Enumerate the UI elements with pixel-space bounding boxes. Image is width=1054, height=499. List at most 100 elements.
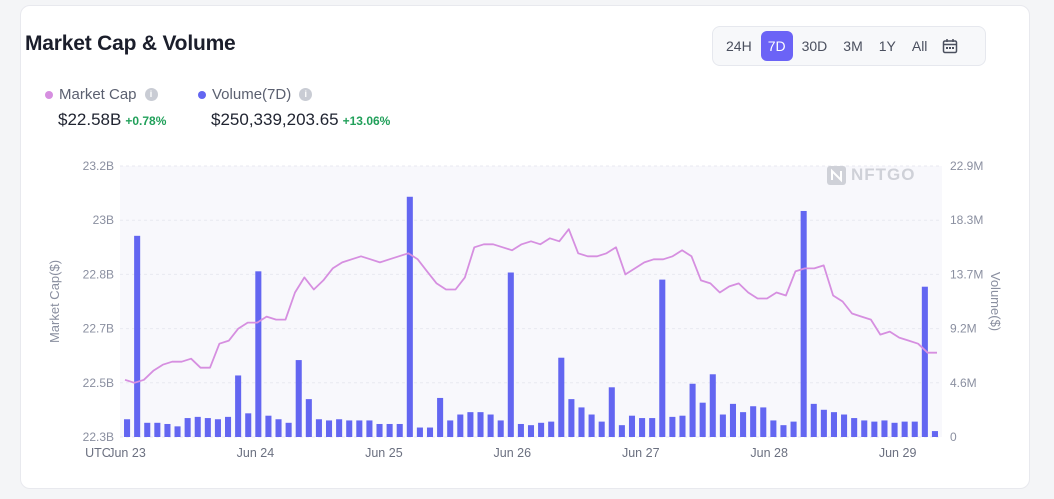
volume-bar[interactable]: [921, 286, 928, 437]
volume-bar[interactable]: [255, 271, 262, 437]
volume-bar[interactable]: [235, 375, 242, 437]
volume-bar[interactable]: [487, 414, 494, 437]
volume-bar[interactable]: [891, 422, 898, 437]
range-3m-button[interactable]: 3M: [843, 38, 863, 54]
volume-bar[interactable]: [204, 418, 211, 437]
volume-bar[interactable]: [346, 420, 353, 437]
volume-bar[interactable]: [285, 422, 292, 437]
volume-bar[interactable]: [164, 423, 171, 437]
volume-bar[interactable]: [578, 407, 585, 437]
volume-bar[interactable]: [406, 196, 413, 437]
volume-bar[interactable]: [265, 415, 272, 437]
volume-bar[interactable]: [548, 421, 555, 437]
legend-market-cap[interactable]: Market Cap i: [45, 86, 158, 103]
volume-bar[interactable]: [568, 399, 575, 437]
volume-bar[interactable]: [628, 415, 636, 437]
volume-bar[interactable]: [750, 406, 757, 437]
legend-volume-label: Volume(7D): [212, 86, 292, 103]
y-right-axis-label: Volume($): [988, 272, 1003, 331]
volume-bar[interactable]: [841, 414, 848, 437]
volume-bar[interactable]: [134, 235, 141, 437]
volume-bar[interactable]: [426, 427, 434, 437]
volume-bar[interactable]: [366, 420, 373, 437]
volume-bar[interactable]: [325, 420, 333, 437]
volume-bar[interactable]: [194, 416, 201, 437]
market-cap-dot-icon: [45, 90, 53, 99]
volume-bar[interactable]: [517, 423, 524, 437]
volume-bar[interactable]: [760, 407, 767, 437]
range-30d-button[interactable]: 30D: [801, 38, 828, 54]
volume-bar[interactable]: [275, 419, 282, 437]
volume-bar[interactable]: [780, 425, 787, 437]
volume-bar[interactable]: [416, 427, 423, 437]
volume-bar[interactable]: [649, 418, 656, 437]
volume-bar[interactable]: [447, 420, 454, 437]
volume-bar[interactable]: [709, 374, 716, 437]
volume-bar[interactable]: [437, 397, 444, 437]
volume-bar[interactable]: [507, 272, 514, 437]
volume-bar[interactable]: [901, 421, 908, 437]
volume-bar[interactable]: [376, 423, 383, 437]
volume-bar[interactable]: [457, 414, 464, 437]
calendar-icon[interactable]: [938, 31, 962, 61]
volume-bar[interactable]: [527, 425, 535, 437]
volume-bar[interactable]: [305, 399, 312, 437]
volume-bar[interactable]: [669, 416, 676, 437]
volume-bar[interactable]: [336, 419, 343, 437]
volume-bar[interactable]: [124, 419, 131, 437]
volume-bar[interactable]: [356, 420, 363, 437]
volume-bar[interactable]: [477, 412, 484, 437]
volume-bar[interactable]: [618, 425, 625, 437]
range-all-button[interactable]: All: [911, 38, 928, 54]
volume-bar[interactable]: [689, 383, 696, 437]
volume-bar[interactable]: [800, 210, 807, 437]
info-icon[interactable]: i: [299, 88, 313, 101]
legend-volume[interactable]: Volume(7D) i: [198, 86, 313, 103]
volume-bar[interactable]: [588, 414, 595, 437]
volume-bar[interactable]: [184, 418, 191, 437]
range-1y-button[interactable]: 1Y: [878, 38, 896, 54]
volume-bar[interactable]: [881, 420, 888, 437]
volume-bar[interactable]: [396, 423, 403, 437]
volume-bar[interactable]: [740, 412, 747, 437]
volume-bar[interactable]: [931, 431, 938, 437]
range-24h-button[interactable]: 24H: [726, 38, 752, 54]
volume-bar[interactable]: [598, 421, 605, 437]
volume-bar[interactable]: [911, 421, 918, 437]
volume-bar[interactable]: [699, 402, 706, 437]
volume-bar[interactable]: [467, 412, 474, 437]
x-tick-label: Jun 26: [494, 446, 532, 460]
volume-bar[interactable]: [174, 426, 181, 437]
volume-bar[interactable]: [820, 409, 827, 437]
volume-bar[interactable]: [225, 416, 232, 437]
volume-bar[interactable]: [386, 423, 393, 437]
volume-bar[interactable]: [538, 422, 545, 437]
volume-value-row: $250,339,203.65 +13.06%: [211, 110, 390, 130]
volume-bar[interactable]: [608, 387, 615, 437]
volume-bar[interactable]: [729, 403, 737, 437]
volume-bar[interactable]: [659, 279, 666, 437]
volume-bar[interactable]: [790, 421, 797, 437]
volume-bar[interactable]: [770, 420, 777, 437]
volume-bar[interactable]: [214, 419, 221, 437]
volume-bar[interactable]: [639, 418, 646, 437]
volume-bar[interactable]: [295, 360, 302, 437]
volume-bar[interactable]: [497, 420, 504, 437]
volume-bar[interactable]: [154, 422, 161, 437]
volume-bar[interactable]: [558, 357, 565, 437]
market-cap-line[interactable]: [124, 228, 937, 384]
volume-bar[interactable]: [144, 422, 151, 437]
range-7d-button[interactable]: 7D: [760, 31, 793, 61]
volume-bar[interactable]: [871, 421, 878, 437]
volume-bar[interactable]: [719, 414, 726, 437]
volume-bar[interactable]: [679, 415, 686, 437]
volume-bar[interactable]: [810, 403, 817, 437]
y-left-tick-label: 22.5B: [83, 376, 114, 390]
volume-bar[interactable]: [830, 412, 837, 437]
info-icon[interactable]: i: [144, 88, 158, 101]
volume-bar[interactable]: [851, 418, 858, 437]
volume-bar[interactable]: [861, 420, 868, 437]
volume-bar[interactable]: [245, 413, 252, 437]
volume-bar[interactable]: [315, 419, 322, 437]
